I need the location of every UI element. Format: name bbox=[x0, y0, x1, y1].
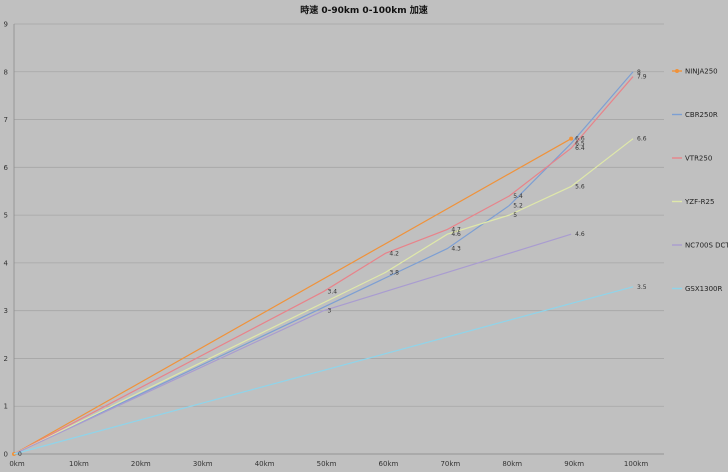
data-labels: 0 6.6 4.3 5.2 6.5 8 3.4 4.2 4.7 5.4 6.4 7.9 3.8 4.6 5 5… bbox=[18, 69, 647, 458]
legend-label: GSX1300R bbox=[685, 285, 722, 293]
data-label: 5.6 bbox=[575, 183, 585, 190]
x-tick-label: 70km bbox=[440, 460, 460, 468]
x-tick-label: 10km bbox=[69, 460, 89, 468]
legend: NINJA250 CBR250R VTR250 YZF-R25 NC700S DCT GS… bbox=[672, 68, 728, 293]
y-tick-label: 6 bbox=[4, 164, 9, 172]
series-point bbox=[569, 136, 574, 141]
y-tick-label: 0 bbox=[4, 451, 8, 459]
legend-marker bbox=[675, 69, 679, 73]
y-tick-label: 1 bbox=[4, 403, 8, 411]
data-label: 4.6 bbox=[451, 231, 461, 238]
y-tick-label: 4 bbox=[4, 259, 9, 267]
data-label: 3.5 bbox=[637, 284, 647, 291]
y-tick-label: 5 bbox=[4, 212, 8, 220]
data-label: 5.2 bbox=[513, 203, 523, 210]
x-tick-label: 100km bbox=[624, 460, 648, 468]
y-tick-label: 9 bbox=[4, 21, 8, 29]
legend-label: YZF-R25 bbox=[684, 198, 714, 206]
x-tick-label: 90km bbox=[564, 460, 584, 468]
data-label: 0 bbox=[18, 451, 22, 458]
y-tick-label: 8 bbox=[4, 68, 8, 76]
gridlines bbox=[14, 23, 664, 455]
series-line bbox=[13, 233, 572, 455]
y-tick-label: 3 bbox=[4, 307, 8, 315]
x-tick-label: 20km bbox=[131, 460, 151, 468]
data-label: 4.6 bbox=[575, 231, 585, 238]
legend-label: CBR250R bbox=[685, 111, 718, 119]
x-tick-label: 50km bbox=[317, 460, 337, 468]
data-label: 8 bbox=[637, 69, 641, 76]
chart-title: 時速 0-90km 0-100km 加速 bbox=[300, 4, 427, 16]
series-line bbox=[13, 286, 634, 455]
x-tick-label: 30km bbox=[193, 460, 213, 468]
legend-label: VTR250 bbox=[685, 155, 712, 163]
series-line bbox=[13, 76, 634, 455]
data-label: 6.6 bbox=[637, 136, 647, 143]
legend-label: NC700S DCT bbox=[685, 242, 728, 250]
legend-label: NINJA250 bbox=[685, 68, 718, 76]
x-tick-label: 0km bbox=[9, 460, 25, 468]
x-tick-label: 80km bbox=[502, 460, 522, 468]
series-line bbox=[13, 71, 634, 455]
data-label: 7.9 bbox=[637, 74, 647, 81]
series-line bbox=[13, 138, 572, 455]
data-label: 3 bbox=[328, 308, 332, 315]
data-label: 5.4 bbox=[513, 193, 523, 200]
data-label: 3.4 bbox=[328, 289, 338, 296]
x-tick-label: 60km bbox=[379, 460, 399, 468]
series-line bbox=[13, 138, 634, 455]
y-tick-label: 7 bbox=[4, 116, 8, 124]
data-label: 3.8 bbox=[389, 269, 399, 276]
data-label: 6.4 bbox=[575, 145, 585, 152]
data-label: 4.2 bbox=[389, 250, 399, 257]
data-label: 5 bbox=[513, 212, 517, 219]
data-label: 4.3 bbox=[451, 246, 461, 253]
data-label: 6.5 bbox=[575, 140, 585, 147]
series-group bbox=[12, 71, 634, 456]
y-tick-label: 2 bbox=[4, 355, 8, 363]
x-tick-label: 40km bbox=[255, 460, 275, 468]
data-label: 4.7 bbox=[451, 226, 461, 233]
data-label: 6.6 bbox=[575, 136, 585, 143]
